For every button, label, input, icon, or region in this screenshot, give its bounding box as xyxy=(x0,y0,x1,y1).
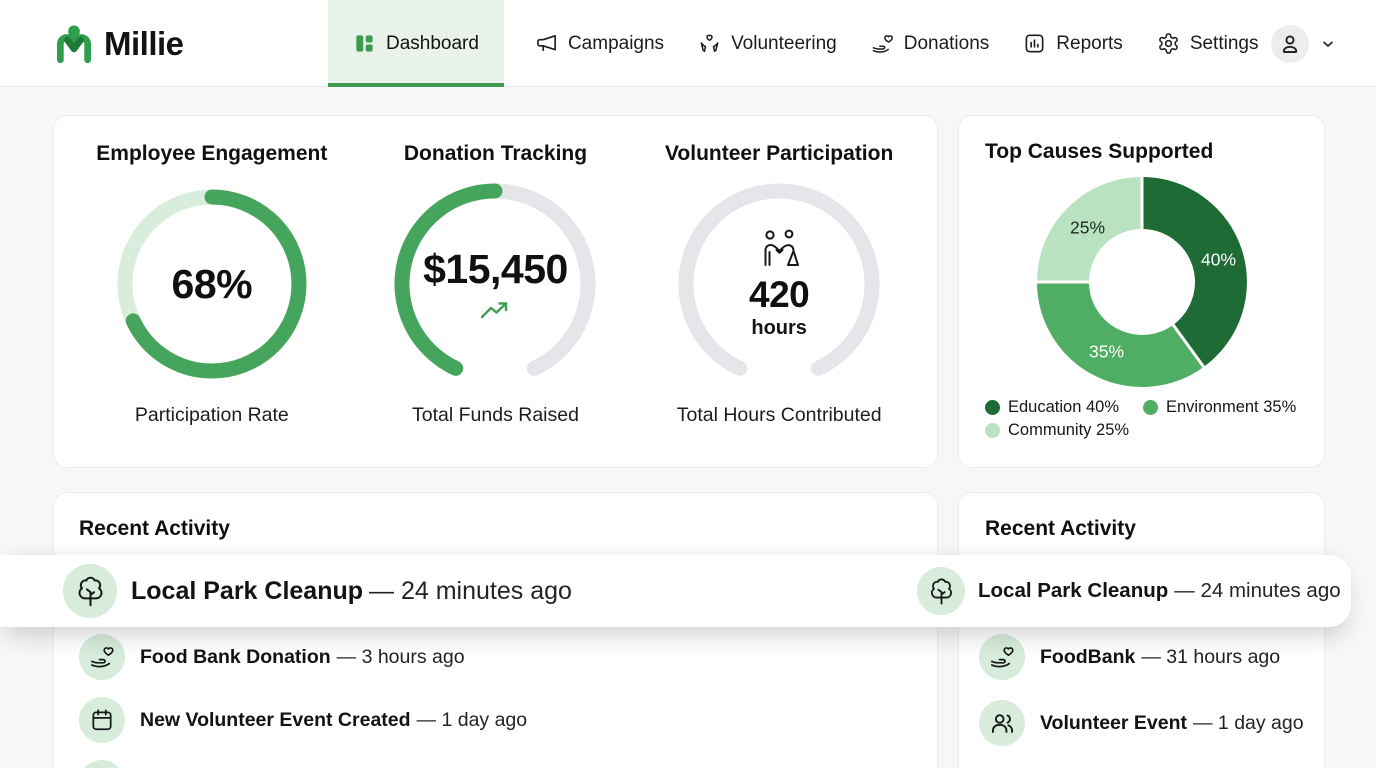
activity-list: FoodBank — 31 hours ago Volunteer Event — … xyxy=(979,634,1304,766)
activity-row-volunteer-event[interactable]: Volunteer Event — 1 day ago xyxy=(979,700,1304,746)
legend-label: Environment 35% xyxy=(1166,398,1297,416)
activity-name: Local Park Cleanup xyxy=(131,576,364,605)
user-menu xyxy=(1271,0,1336,87)
tab-settings-label: Settings xyxy=(1189,32,1259,54)
gear-icon xyxy=(1157,32,1180,55)
activity-row-local-park-cleanup-left[interactable]: Local Park Cleanup — 24 minutes ago xyxy=(63,555,572,627)
metric-caption: Total Hours Contributed xyxy=(676,404,882,426)
tab-reports-label: Reports xyxy=(1056,32,1123,54)
activity-time: — 24 minutes ago xyxy=(369,576,572,605)
activity-icon xyxy=(79,760,125,768)
tab-donations[interactable]: Donations xyxy=(854,0,1007,87)
activity-list: Food Bank Donation — 3 hours ago New Volu… xyxy=(79,634,912,768)
activity-time: — 3 hours ago xyxy=(336,645,465,668)
activity-row-new-volunteer-event[interactable]: New Volunteer Event Created — 1 day ago xyxy=(79,697,912,743)
tab-donations-label: Donations xyxy=(903,32,990,54)
tab-volunteering-label: Volunteering xyxy=(731,32,837,54)
activity-time: — 1 day ago xyxy=(1193,711,1304,734)
users-icon xyxy=(979,700,1025,746)
tab-volunteering[interactable]: Volunteering xyxy=(681,0,854,87)
person-icon xyxy=(1282,34,1298,53)
activity-row-local-park-cleanup-right[interactable]: Local Park Cleanup — 24 minutes ago xyxy=(917,555,1341,627)
slice-label-environment: 35% xyxy=(1088,341,1125,362)
activity-time: — 24 minutes ago xyxy=(1174,579,1341,602)
legend-item-education: Education 40% xyxy=(985,398,1119,417)
slice-label-education: 40% xyxy=(1200,249,1237,270)
brand-logo[interactable]: Millie xyxy=(53,0,184,87)
hands-heart-icon xyxy=(698,32,721,55)
tab-reports[interactable]: Reports xyxy=(1006,0,1140,87)
tab-dashboard[interactable]: Dashboard xyxy=(328,0,504,87)
activity-row-food-bank-donation[interactable]: Food Bank Donation — 3 hours ago xyxy=(79,634,912,680)
chevron-down-icon[interactable] xyxy=(1320,36,1336,52)
activity-name: New Volunteer Event Created xyxy=(140,708,411,731)
megaphone-icon xyxy=(535,32,558,55)
activity-row-partial[interactable] xyxy=(79,760,912,768)
dashboard-grid-icon xyxy=(353,32,376,55)
legend-item-environment: Environment 35% xyxy=(1143,398,1296,417)
brand-name: Millie xyxy=(104,24,184,62)
tree-icon xyxy=(63,564,117,618)
trending-up-icon xyxy=(479,299,511,323)
metric-employee-engagement: Employee Engagement 68% Participation Ra… xyxy=(70,142,354,447)
metrics-card: Employee Engagement 68% Participation Ra… xyxy=(53,115,938,468)
activity-title: Recent Activity xyxy=(985,517,1136,540)
causes-donut-chart: 40% 35% 25% xyxy=(1035,176,1248,388)
metric-title: Volunteer Participation xyxy=(664,142,894,165)
slice-label-community: 25% xyxy=(1069,217,1106,238)
activity-row-foodbank[interactable]: FoodBank — 31 hours ago xyxy=(979,634,1304,680)
donation-value: $15,450 xyxy=(423,245,568,292)
handshake-people-icon xyxy=(756,228,802,270)
recent-activity-card-right: Recent Activity FoodBank — 31 hours ago xyxy=(958,492,1325,768)
activity-title: Recent Activity xyxy=(79,517,230,540)
legend-label: Education 40% xyxy=(1008,398,1119,416)
millie-logo-icon xyxy=(53,23,95,65)
donut-slice-education[interactable] xyxy=(1140,177,1247,367)
tab-campaigns-label: Campaigns xyxy=(567,32,665,54)
engagement-value: 68% xyxy=(171,260,253,307)
donut-slice-environment[interactable] xyxy=(1036,280,1204,387)
activity-name: Volunteer Event xyxy=(1040,711,1188,734)
calendar-icon xyxy=(79,697,125,743)
volunteer-hours-value: 420 xyxy=(749,274,810,315)
tab-campaigns[interactable]: Campaigns xyxy=(518,0,681,87)
activity-name: Local Park Cleanup xyxy=(978,579,1169,602)
metric-title: Employee Engagement xyxy=(96,142,328,165)
donut-slice-community[interactable] xyxy=(1036,177,1143,284)
volunteer-gauge: 420 hours xyxy=(673,172,885,396)
causes-legend: Education 40% Environment 35% Community … xyxy=(985,398,1298,440)
top-causes-card: Top Causes Supported 40% 35% 25% Educati… xyxy=(958,115,1325,468)
user-avatar[interactable] xyxy=(1271,24,1309,63)
metric-volunteer-participation: Volunteer Participation xyxy=(637,142,921,447)
causes-title: Top Causes Supported xyxy=(985,140,1214,163)
tab-dashboard-label: Dashboard xyxy=(386,32,479,54)
tab-settings[interactable]: Settings xyxy=(1140,0,1276,87)
legend-label: Community 25% xyxy=(1008,421,1130,439)
legend-dot-environment xyxy=(1143,400,1158,415)
metric-title: Donation Tracking xyxy=(403,142,588,165)
hand-heart-icon xyxy=(979,634,1025,680)
activity-time: — 31 hours ago xyxy=(1141,645,1281,668)
metric-donation-tracking: Donation Tracking $15,450 Total Fu xyxy=(354,142,638,447)
metric-caption: Participation Rate xyxy=(134,404,289,426)
legend-item-community: Community 25% xyxy=(985,421,1129,440)
volunteer-hours-unit: hours xyxy=(751,317,807,339)
activity-name: FoodBank xyxy=(1040,645,1136,668)
recent-activity-card-left: Recent Activity Food Bank Donation — 3 ho… xyxy=(53,492,938,768)
bar-chart-icon xyxy=(1023,32,1046,55)
donation-gauge: $15,450 xyxy=(389,172,601,396)
tree-icon xyxy=(917,567,965,615)
main-nav: Dashboard Campaigns xyxy=(328,0,1275,87)
legend-dot-community xyxy=(985,423,1000,438)
metric-caption: Total Funds Raised xyxy=(412,404,579,426)
legend-dot-education xyxy=(985,400,1000,415)
highlighted-activity-band[interactable]: Local Park Cleanup — 24 minutes ago Local… xyxy=(0,555,1351,627)
activity-time: — 1 day ago xyxy=(416,708,528,731)
engagement-progress-ring: 68% xyxy=(106,172,318,396)
top-navigation-bar: Millie Dashboard xyxy=(0,0,1376,87)
activity-name: Food Bank Donation xyxy=(140,645,331,668)
hand-heart-icon xyxy=(79,634,125,680)
hand-heart-icon xyxy=(871,32,894,55)
